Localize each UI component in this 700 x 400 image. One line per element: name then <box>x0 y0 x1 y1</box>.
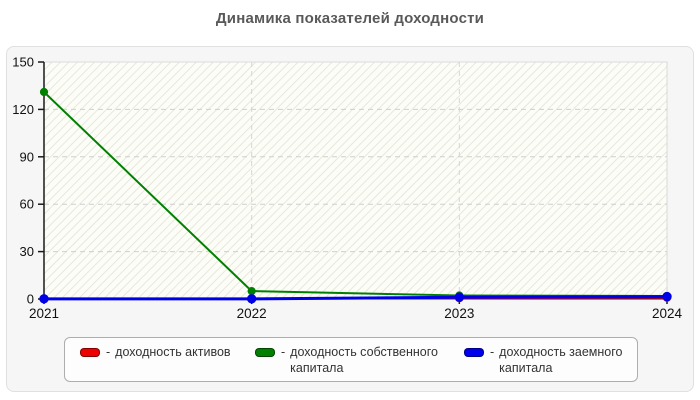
legend-item-return-on-assets: - доходность активов <box>80 344 255 360</box>
legend-item-return-on-debt: - доходность заемного капитала <box>464 344 623 377</box>
data-point <box>454 292 465 302</box>
series-line-2 <box>44 295 668 301</box>
legend-label: доходность активов <box>115 345 231 359</box>
legend-separator: - <box>106 345 111 359</box>
data-point <box>246 294 257 304</box>
data-point <box>662 291 672 302</box>
chart-title: Динамика показателей доходности <box>215 10 485 27</box>
x-axis-label: 2022 <box>237 306 267 321</box>
plot-area <box>43 61 668 300</box>
chart-panel: 0 30 60 90 120 150 2021 2022 2023 2024 - доходнос… <box>6 46 694 392</box>
x-axis-label: 2021 <box>29 306 59 321</box>
y-axis-label: 120 <box>12 102 34 117</box>
legend-swatch-blue <box>464 348 484 357</box>
legend-swatch-red <box>80 348 100 357</box>
legend-label: доходность заемного капитала <box>499 345 623 376</box>
data-point <box>247 287 256 296</box>
data-point <box>39 87 49 97</box>
y-axis-label: 90 <box>20 149 34 164</box>
legend-swatch-green <box>255 348 275 357</box>
y-axis-label: 0 <box>27 292 34 307</box>
legend-item-return-on-equity: - доходность собственного капитала <box>255 344 464 377</box>
x-axis-label: 2023 <box>444 306 474 321</box>
y-axis-label: 60 <box>20 197 34 212</box>
legend-label: доходность собственного капитала <box>290 345 438 376</box>
line-chart: 0 30 60 90 120 150 2021 2022 2023 2024 <box>12 55 683 322</box>
legend: - доходность активов - доходность собств… <box>64 337 638 382</box>
y-axis-label: 30 <box>20 244 34 259</box>
x-axis-label: 2024 <box>652 306 683 321</box>
legend-separator: - <box>490 345 495 359</box>
legend-separator: - <box>281 345 286 359</box>
y-axis-label: 150 <box>12 55 34 70</box>
data-point <box>39 294 49 304</box>
